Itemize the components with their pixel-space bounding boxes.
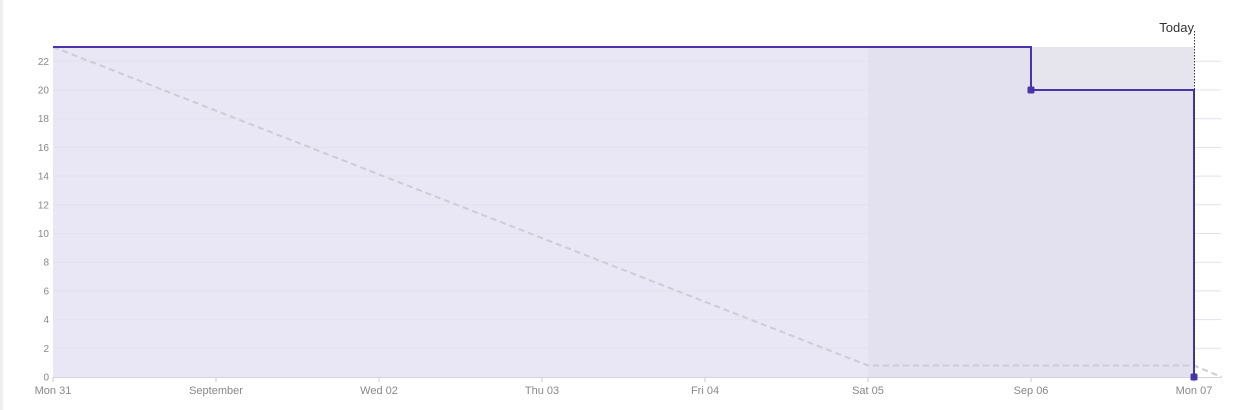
y-tick-label: 14 — [38, 172, 50, 183]
y-tick-label: 10 — [38, 229, 50, 240]
y-tick-label: 20 — [38, 86, 50, 97]
x-tick-label: Mon 31 — [35, 385, 72, 397]
x-tick-label: Wed 02 — [360, 385, 398, 397]
today-label: Today — [1159, 20, 1194, 35]
y-tick-label: 4 — [43, 315, 49, 326]
y-tick-label: 22 — [38, 57, 50, 68]
left-border — [0, 0, 3, 410]
y-tick-label: 18 — [38, 114, 50, 125]
x-tick-label: September — [189, 385, 243, 397]
y-tick-label: 6 — [43, 286, 49, 297]
x-tick-label: Sep 06 — [1014, 385, 1049, 397]
y-tick-label: 0 — [43, 373, 49, 384]
x-tick-label: Mon 07 — [1176, 385, 1213, 397]
y-tick-label: 8 — [43, 258, 49, 269]
x-tick-label: Thu 03 — [525, 385, 559, 397]
y-tick-label: 12 — [38, 200, 50, 211]
y-tick-label: 16 — [38, 143, 50, 154]
x-tick-label: Fri 04 — [691, 385, 719, 397]
x-tick-label: Sat 05 — [852, 385, 884, 397]
y-tick-label: 2 — [43, 344, 49, 355]
weekend-band — [868, 46, 1194, 377]
data-point-marker[interactable] — [1027, 86, 1035, 94]
